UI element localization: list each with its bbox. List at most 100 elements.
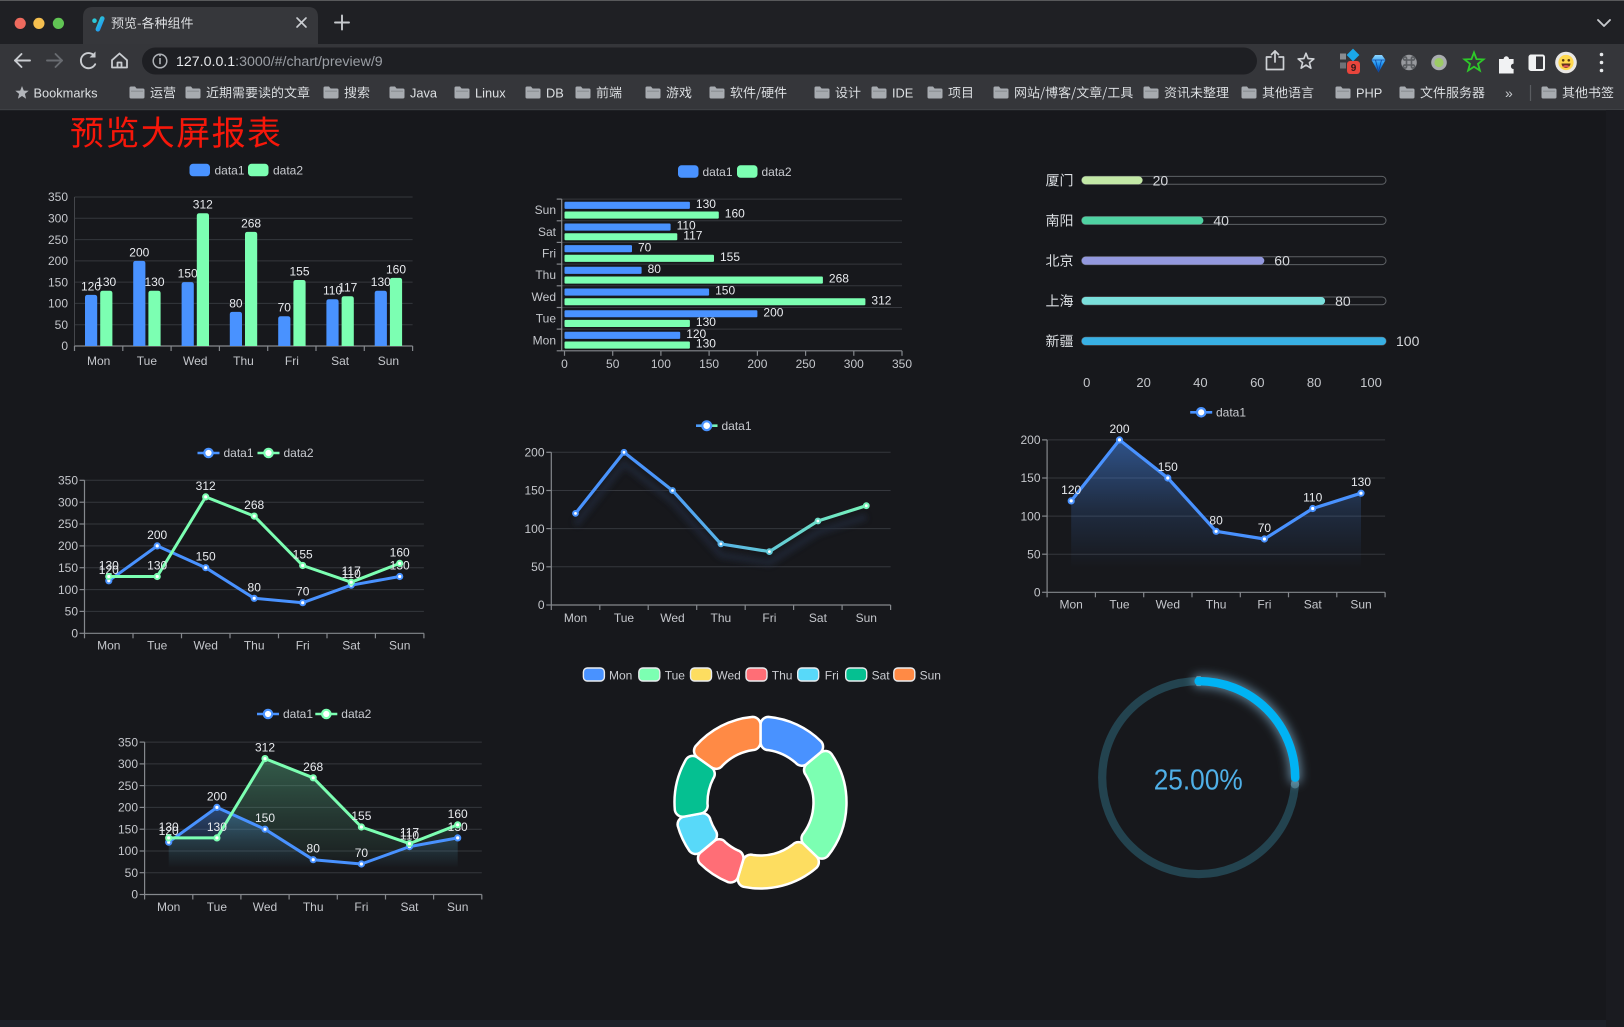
svg-text:110: 110 [400,829,419,843]
svg-text:data1: data1 [224,446,254,460]
svg-text:9: 9 [1351,63,1357,74]
svg-text:312: 312 [196,479,216,493]
svg-text:IDE: IDE [892,86,913,101]
svg-text:155: 155 [720,250,740,264]
svg-text:Mon: Mon [87,354,110,368]
svg-text:70: 70 [638,240,652,254]
svg-text:Wed: Wed [183,354,207,368]
svg-text:Mon: Mon [533,333,556,347]
svg-text:100: 100 [1360,375,1382,390]
svg-text:Mon: Mon [157,900,180,914]
svg-text:200: 200 [207,789,227,803]
svg-text:data2: data2 [341,707,371,721]
svg-text:Wed: Wed [193,639,217,653]
svg-text:200: 200 [524,446,544,460]
svg-text:Sun: Sun [535,203,556,217]
svg-text:60: 60 [1274,253,1290,269]
svg-text:Sun: Sun [1350,598,1371,612]
svg-text:110: 110 [323,284,342,298]
svg-text:155: 155 [293,548,313,562]
svg-text:data1: data1 [1216,406,1246,420]
svg-text:Sun: Sun [378,354,399,368]
svg-text:120: 120 [81,279,101,293]
svg-text:80: 80 [1335,293,1351,309]
svg-text:data2: data2 [273,163,303,177]
svg-text:160: 160 [448,807,468,821]
svg-text:50: 50 [606,357,620,371]
svg-text:0: 0 [131,888,138,902]
svg-text:200: 200 [763,305,783,319]
svg-text:Bookmarks: Bookmarks [34,86,98,101]
svg-text:0: 0 [71,627,78,641]
svg-text:120: 120 [159,824,179,838]
svg-text:150: 150 [48,275,68,289]
svg-text:350: 350 [48,190,68,204]
svg-text:Sat: Sat [1304,598,1323,612]
svg-text:Tue: Tue [665,668,686,682]
svg-text:80: 80 [229,296,243,310]
svg-text:Wed: Wed [253,900,277,914]
svg-text:Fri: Fri [825,668,839,682]
svg-text:127.0.0.1:3000/#/chart/preview: 127.0.0.1:3000/#/chart/preview/9 [176,54,383,70]
svg-text:Sun: Sun [920,668,941,682]
svg-text:Thu: Thu [1206,598,1227,612]
svg-text:150: 150 [178,267,198,281]
svg-text:130: 130 [144,275,164,289]
svg-text:130: 130 [207,820,227,834]
svg-text:117: 117 [338,281,357,295]
svg-text:data1: data1 [215,163,245,177]
svg-text:25.00%: 25.00% [1154,765,1243,797]
svg-text:50: 50 [1027,547,1041,561]
svg-text:Wed: Wed [1156,598,1180,612]
svg-text:250: 250 [796,357,816,371]
svg-text:100: 100 [524,522,544,536]
svg-text:117: 117 [400,826,419,840]
svg-text:300: 300 [118,757,138,771]
svg-text:110: 110 [1303,491,1322,505]
svg-text:70: 70 [355,846,369,860]
svg-text:80: 80 [1209,513,1223,527]
svg-text:Sat: Sat [331,354,350,368]
svg-text:40: 40 [1193,375,1207,390]
svg-text:Fri: Fri [285,354,299,368]
svg-text:Java: Java [410,86,438,101]
svg-text:DB: DB [546,86,564,101]
svg-text:100: 100 [58,583,78,597]
svg-text:312: 312 [255,741,275,755]
svg-text:150: 150 [715,284,735,298]
svg-text:268: 268 [303,760,323,774]
svg-text:50: 50 [125,866,139,880]
svg-text:40: 40 [1213,213,1229,229]
svg-text:Mon: Mon [97,639,120,653]
svg-text:268: 268 [241,216,261,230]
svg-text:80: 80 [1307,375,1321,390]
svg-text:data1: data1 [703,165,733,179]
svg-text:100: 100 [118,844,138,858]
svg-text:Tue: Tue [137,354,158,368]
svg-text:Thu: Thu [244,639,265,653]
svg-text:200: 200 [147,528,167,542]
svg-text:80: 80 [248,580,262,594]
svg-text:130: 130 [96,275,116,289]
svg-text:Wed: Wed [660,611,684,625]
svg-text:100: 100 [1020,509,1040,523]
svg-text:200: 200 [118,801,138,815]
svg-text:80: 80 [307,842,321,856]
svg-text:160: 160 [386,262,406,276]
svg-text:Sun: Sun [389,639,410,653]
svg-text:200: 200 [1109,422,1129,436]
svg-text:Tue: Tue [207,900,228,914]
svg-text:130: 130 [147,559,167,573]
svg-text:150: 150 [196,550,216,564]
svg-text:Wed: Wed [532,290,556,304]
svg-text:150: 150 [1158,460,1178,474]
svg-text:100: 100 [1396,333,1420,349]
svg-text:PHP: PHP [1356,86,1382,101]
svg-text:Sat: Sat [538,225,557,239]
svg-text:100: 100 [48,297,68,311]
svg-text:130: 130 [371,275,391,289]
svg-text:50: 50 [65,605,79,619]
svg-text:120: 120 [686,327,706,341]
svg-text:Thu: Thu [772,668,793,682]
svg-text:250: 250 [48,233,68,247]
